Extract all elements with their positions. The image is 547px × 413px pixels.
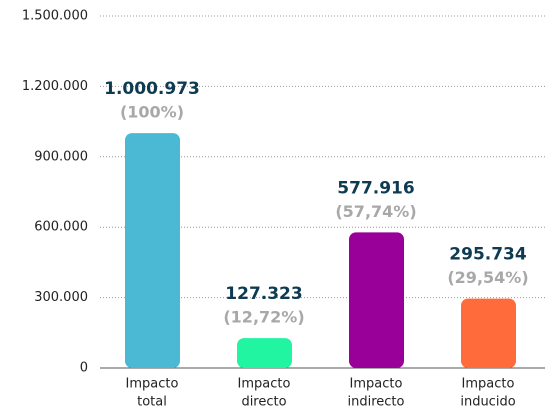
x-tick-label: Impacto	[126, 377, 179, 392]
x-tick-label: Impacto	[350, 377, 403, 392]
value-label: 295.734	[449, 245, 527, 265]
value-label: 127.323	[225, 284, 302, 304]
bar	[349, 232, 404, 368]
x-tick-label: Impacto	[238, 377, 291, 392]
percentage-label: (57,74%)	[335, 202, 416, 221]
bar	[125, 133, 180, 368]
x-tick-label: total	[137, 395, 167, 410]
percentage-label: (29,54%)	[447, 268, 528, 287]
x-tick-label: inducido	[460, 395, 515, 410]
y-tick-label: 1.200.000	[22, 79, 88, 94]
y-tick-label: 0	[80, 361, 88, 376]
x-tick-label: indirecto	[348, 395, 405, 410]
bar	[237, 338, 292, 368]
y-tick-label: 600.000	[34, 220, 88, 235]
x-tick-label: directo	[241, 395, 286, 410]
value-label: 577.916	[337, 178, 414, 198]
y-tick-label: 300.000	[34, 290, 88, 305]
percentage-label: (12,72%)	[223, 308, 304, 327]
y-tick-label: 900.000	[34, 149, 88, 164]
x-tick-label: Impacto	[462, 377, 515, 392]
percentage-label: (100%)	[120, 103, 184, 122]
bar	[461, 298, 516, 368]
value-label: 1.000.973	[104, 79, 200, 99]
y-tick-label: 1.500.000	[22, 9, 88, 24]
